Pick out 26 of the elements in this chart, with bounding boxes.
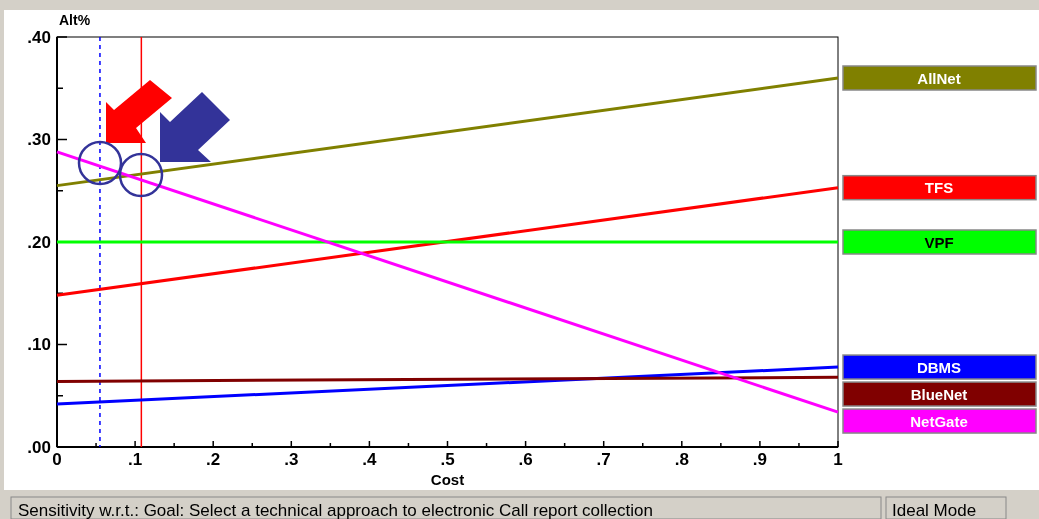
- y-tick-label: .30: [27, 130, 51, 149]
- text: DBMS: [916, 358, 962, 376]
- text: Ideal Mode: [892, 500, 977, 519]
- x-axis-title: Cost: [430, 471, 465, 488]
- x-tick-label: 1: [833, 450, 843, 469]
- x-tick-label: .4: [362, 450, 378, 469]
- y-tick-label: .00: [27, 437, 51, 457]
- y-tick-label: .10: [27, 335, 51, 354]
- x-tick-label: .2: [206, 450, 221, 469]
- x-tick-label: .6: [518, 450, 533, 469]
- text: NetGate: [910, 412, 968, 430]
- x-tick-label: .9: [752, 450, 767, 469]
- x-tick-label: 0: [52, 450, 62, 469]
- y-tick-label: .40: [27, 27, 51, 47]
- x-tick-label: .5: [440, 450, 455, 469]
- text: Sensitivity w.r.t.: Goal: Select a technical approach to electronic Call report collection: [18, 500, 653, 519]
- text: BlueNet: [910, 385, 968, 403]
- text: AllNet: [917, 69, 961, 87]
- x-tick-label: .8: [674, 450, 689, 469]
- text: VPF: [924, 233, 954, 251]
- y-axis-title: Alt%: [59, 12, 91, 28]
- x-tick-label: .7: [596, 450, 611, 469]
- text: TFS: [924, 179, 954, 197]
- x-tick-label: .1: [128, 450, 143, 469]
- y-tick-label: .20: [27, 232, 51, 252]
- x-tick-label: .3: [284, 450, 299, 469]
